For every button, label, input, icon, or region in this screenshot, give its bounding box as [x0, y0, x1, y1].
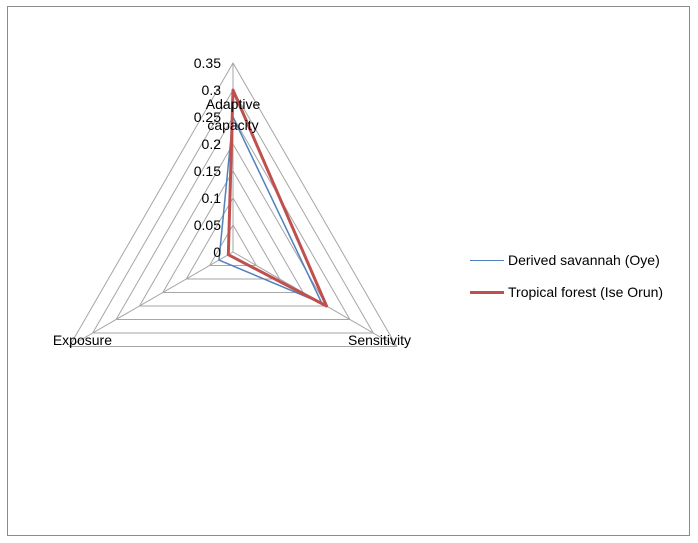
tick-label-3: 0.15 — [194, 163, 221, 179]
radar-chart: 0 0.05 0.1 0.15 0.2 0.25 0.3 0.35 Adaptive capac… — [53, 55, 411, 348]
legend: Derived savannah (Oye) Tropical forest (… — [470, 251, 663, 315]
chart-frame: 0 0.05 0.1 0.15 0.2 0.25 0.3 0.35 Adaptive capac… — [7, 6, 690, 536]
grid-ring-2 — [185, 197, 281, 280]
legend-swatch-tropical-forest — [470, 290, 504, 294]
radial-tick-labels: 0 0.05 0.1 0.15 0.2 0.25 0.3 0.35 — [194, 55, 221, 260]
grid-ring-3 — [161, 170, 305, 293]
tick-label-7: 0.35 — [194, 55, 221, 71]
radar-series — [218, 88, 329, 308]
axis-label-2: Exposure — [53, 332, 112, 348]
spoke-2 — [69, 251, 234, 347]
grid-ring-7 — [68, 62, 398, 347]
series-line-0 — [218, 116, 323, 305]
axis-label-0: Adaptive capacity — [206, 96, 261, 133]
series-line-1 — [226, 88, 329, 308]
grid-ring-4 — [138, 142, 328, 307]
tick-label-4: 0.2 — [202, 136, 222, 152]
tick-label-5: 0.25 — [194, 109, 221, 125]
tick-label-6: 0.3 — [202, 82, 222, 98]
radar-grid — [68, 62, 398, 347]
legend-label-derived-savannah: Derived savannah (Oye) — [508, 252, 660, 268]
legend-label-tropical-forest: Tropical forest (Ise Orun) — [508, 284, 664, 300]
tick-label-0: 0 — [213, 244, 221, 260]
grid-ring-5 — [115, 115, 351, 320]
tick-label-2: 0.1 — [202, 190, 222, 206]
legend-swatch-derived-savannah — [470, 259, 504, 261]
axis-label-1: Sensitivity — [348, 332, 411, 348]
axis-labels: Adaptive capacity Sensitivity Exposure — [53, 96, 411, 348]
legend-item-derived-savannah: Derived savannah (Oye) — [470, 251, 663, 269]
tick-label-1: 0.05 — [194, 217, 221, 233]
legend-item-tropical-forest: Tropical forest (Ise Orun) — [470, 283, 663, 301]
grid-ring-6 — [91, 88, 375, 334]
